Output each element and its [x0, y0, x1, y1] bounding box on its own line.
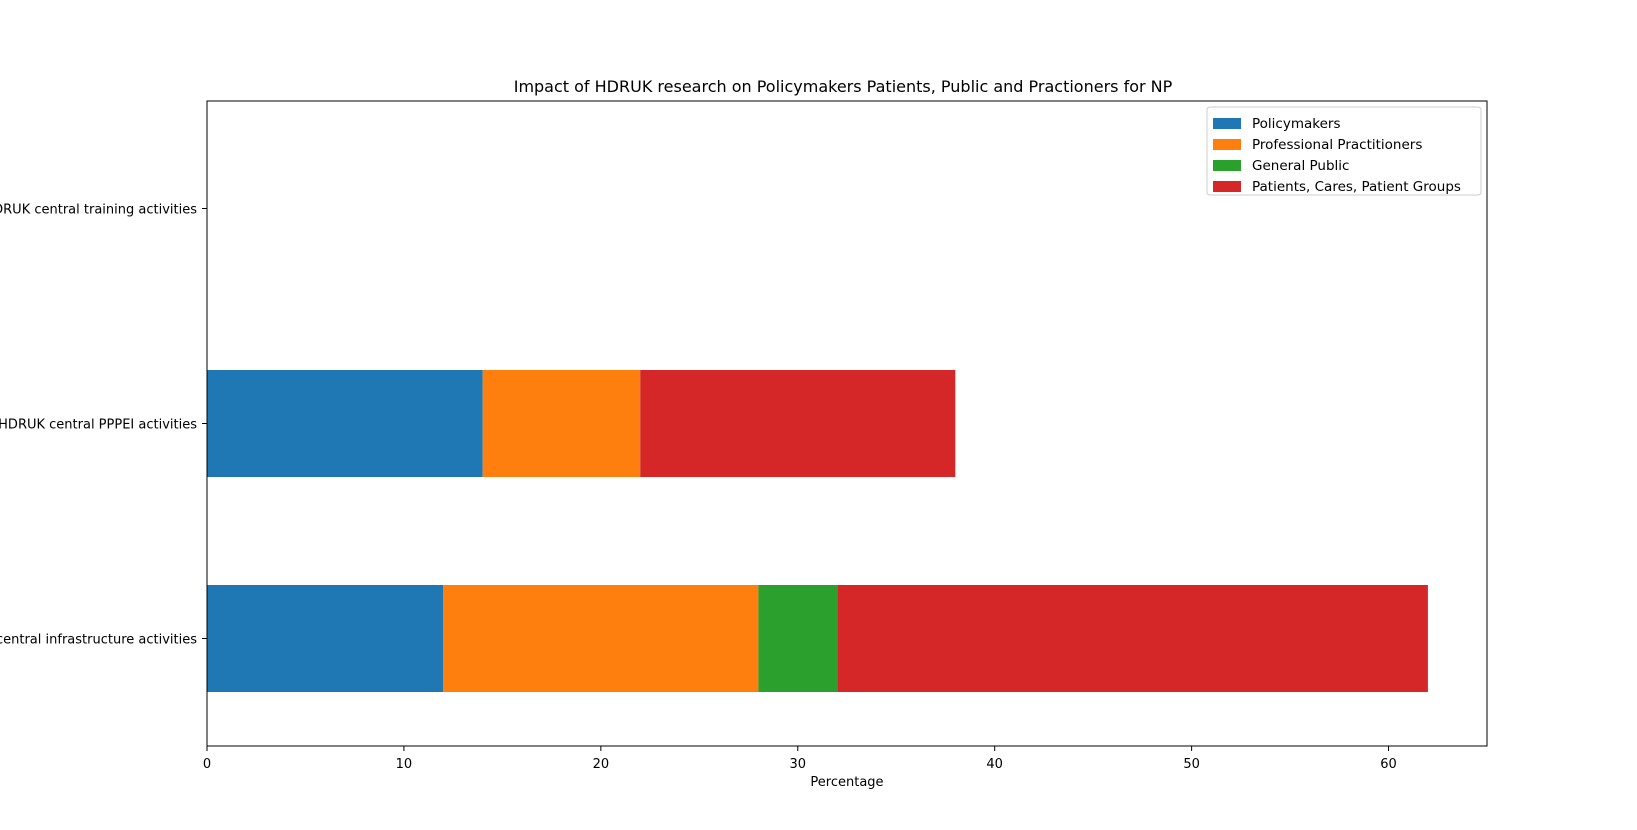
y-axis: HDRUK central infrastructure activities H…: [0, 203, 207, 648]
legend: Policymakers Professional Practitioners Ge…: [1206, 106, 1482, 196]
x-axis-label: Percentage: [810, 775, 883, 790]
bar-0-0: [207, 585, 444, 692]
x-axis: 0 10 20 30 40 50 60: [203, 746, 1397, 772]
legend-swatch: [1213, 181, 1241, 192]
x-tick-label: 10: [396, 757, 413, 772]
y-tick-label: HDRUK central PPPEI activities: [0, 418, 197, 433]
x-tick-label: 0: [203, 757, 211, 772]
x-tick-label: 30: [789, 757, 806, 772]
x-tick-label: 60: [1380, 757, 1397, 772]
legend-box: [1206, 106, 1482, 196]
legend-label: Policymakers: [1252, 116, 1340, 132]
chart-title: Impact of HDRUK research on Policymakers…: [514, 77, 1173, 96]
bar-2-0: [758, 585, 838, 692]
legend-label: General Public: [1252, 158, 1349, 174]
bars-group: [207, 370, 1428, 692]
legend-label: Patients, Cares, Patient Groups: [1252, 179, 1461, 195]
x-tick-label: 40: [986, 757, 1003, 772]
legend-swatch: [1213, 160, 1241, 171]
legend-label: Professional Practitioners: [1252, 137, 1422, 153]
bar-3-1: [640, 370, 956, 477]
y-tick-label: HDRUK central infrastructure activities: [0, 633, 197, 648]
bar-0-1: [207, 370, 483, 477]
x-tick-label: 20: [593, 757, 610, 772]
legend-swatch: [1213, 139, 1241, 150]
bar-1-0: [443, 585, 759, 692]
legend-swatch: [1213, 118, 1241, 129]
bar-1-1: [482, 370, 641, 477]
x-tick-label: 50: [1183, 757, 1200, 772]
y-tick-label: HDRUK central training activities: [0, 203, 197, 218]
bar-3-0: [837, 585, 1428, 692]
